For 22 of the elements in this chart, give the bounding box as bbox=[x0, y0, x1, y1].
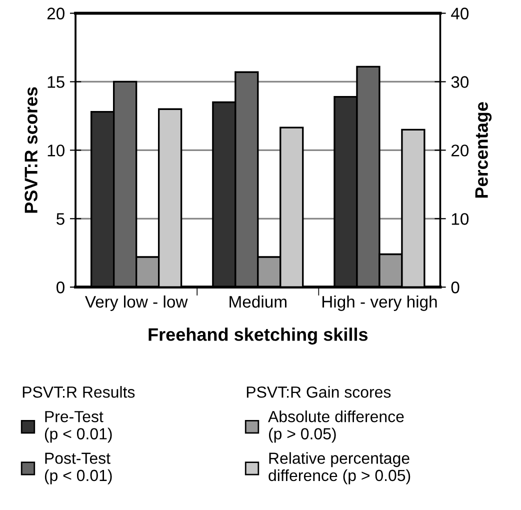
y-tick-label: 15 bbox=[48, 76, 64, 88]
x-tick-label: Medium bbox=[230, 295, 286, 308]
y2-tick-label: 20 bbox=[452, 144, 469, 156]
text: PSVT:R Results bbox=[22, 386, 135, 398]
y2-tick-label: 0 bbox=[451, 282, 460, 294]
legend-label: Absolute difference (p > 0.05) bbox=[268, 410, 404, 443]
x-axis-title: Freehand sketching skills bbox=[148, 328, 368, 345]
y-tick-label: 20 bbox=[47, 8, 64, 20]
text: PSVT:R Gain scores bbox=[246, 386, 391, 398]
x-tick-label: High - very high bbox=[322, 295, 437, 311]
y2-tick-label: 10 bbox=[452, 213, 469, 225]
y-axis-title: PSVT:R scores bbox=[24, 87, 38, 213]
y-tick-label: 5 bbox=[56, 213, 64, 225]
y2-tick-label: 30 bbox=[451, 76, 469, 88]
x-tick-label: Very low - low bbox=[85, 295, 188, 311]
y2-axis-title: Percentage bbox=[475, 102, 492, 198]
legend-label: Relative percentage difference (p > 0.05) bbox=[268, 452, 410, 484]
y-tick-label: 10 bbox=[48, 144, 64, 156]
legend-label: Post-Test (p < 0.01) bbox=[44, 452, 112, 484]
y2-tick-label: 40 bbox=[451, 8, 469, 20]
legend-label: Pre-Test (p < 0.01) bbox=[44, 411, 112, 443]
y-tick-label: 0 bbox=[56, 282, 64, 294]
